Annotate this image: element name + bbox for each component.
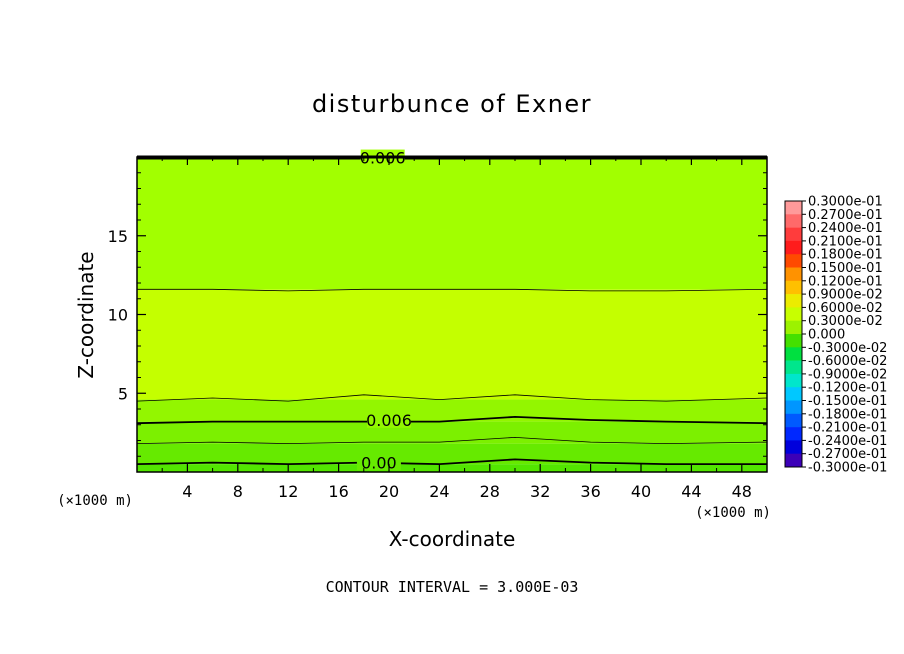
filled-band-0 — [137, 464, 767, 472]
contour-interval-note: CONTOUR INTERVAL = 3.000E-03 — [326, 578, 579, 596]
colorbar-swatch-13 — [785, 373, 802, 388]
colorbar-swatch-10 — [785, 334, 802, 348]
filled-band-4 — [137, 289, 767, 400]
colorbar-swatch-11 — [785, 347, 802, 361]
colorbar-label-12: -0.6000e-02 — [808, 354, 887, 369]
colorbar-swatch-3 — [785, 240, 802, 255]
plot-area: 0.0060.0060.0048121620242832364044485101… — [108, 149, 768, 501]
colorbar-swatch-14 — [785, 387, 802, 401]
x-units-label: (×1000 m) — [695, 505, 771, 521]
colorbar-swatch-15 — [785, 400, 802, 415]
contour-label-2: 0.00 — [361, 453, 397, 472]
colorbar-label-9: 0.3000e-02 — [808, 314, 883, 329]
colorbar-swatch-5 — [785, 267, 802, 282]
x-tick-label-4: 20 — [379, 482, 399, 501]
colorbar-label-3: 0.2100e-01 — [808, 234, 883, 249]
colorbar-label-8: 0.6000e-02 — [808, 301, 883, 316]
colorbar-swatch-12 — [785, 360, 802, 375]
contour-line-3 — [136, 394, 768, 402]
filled-band-2 — [137, 421, 767, 444]
colorbar-label-5: 0.1500e-01 — [808, 261, 883, 276]
contour-label-bg-1 — [367, 411, 411, 428]
x-tick-label-10: 44 — [681, 482, 701, 501]
y-units-label: (×1000 m) — [57, 493, 133, 509]
colorbar-label-7: 0.9000e-02 — [808, 288, 883, 303]
colorbar-label-6: 0.1200e-01 — [808, 274, 883, 289]
colorbar-swatch-6 — [785, 280, 802, 295]
x-tick-label-5: 24 — [429, 482, 449, 501]
x-tick-label-11: 48 — [732, 482, 752, 501]
contour-line-4 — [137, 288, 768, 292]
filled-band-5 — [137, 157, 767, 290]
colorbar-swatch-1 — [785, 214, 802, 228]
colorbar: 0.3000e-010.2700e-010.2400e-010.2100e-01… — [784, 195, 887, 476]
x-tick-label-6: 28 — [480, 482, 500, 501]
y-tick-label-0: 5 — [118, 384, 128, 403]
colorbar-label-2: 0.2400e-01 — [808, 221, 883, 236]
x-tick-label-3: 16 — [328, 482, 348, 501]
colorbar-label-20: -0.3000e-01 — [808, 461, 887, 476]
x-tick-label-0: 4 — [182, 482, 192, 501]
colorbar-label-16: -0.1800e-01 — [808, 407, 887, 422]
colorbar-label-14: -0.1200e-01 — [808, 381, 887, 396]
y-tick-label-2: 15 — [108, 227, 128, 246]
colorbar-label-18: -0.2400e-01 — [808, 434, 887, 449]
filled-band-3 — [137, 399, 767, 422]
colorbar-swatch-17 — [785, 427, 802, 441]
contour-label-1: 0.006 — [366, 411, 412, 430]
x-axis-label: X-coordinate — [389, 527, 516, 551]
colorbar-swatch-4 — [785, 254, 802, 268]
colorbar-label-0: 0.3000e-01 — [808, 195, 883, 210]
colorbar-label-10: 0.000 — [808, 328, 845, 343]
colorbar-label-15: -0.1500e-01 — [808, 394, 887, 409]
colorbar-label-11: -0.3000e-02 — [808, 341, 887, 356]
x-tick-label-1: 8 — [233, 482, 243, 501]
colorbar-swatch-7 — [785, 294, 802, 308]
colorbar-label-4: 0.1800e-01 — [808, 248, 883, 263]
x-tick-label-8: 36 — [580, 482, 600, 501]
contour-line-1 — [136, 436, 768, 445]
colorbar-label-17: -0.2100e-01 — [808, 421, 887, 436]
colorbar-label-13: -0.9000e-02 — [808, 367, 887, 382]
x-tick-label-2: 12 — [278, 482, 298, 501]
colorbar-label-1: 0.2700e-01 — [808, 208, 883, 223]
colorbar-label-19: -0.2700e-01 — [808, 447, 887, 462]
colorbar-swatch-19 — [785, 453, 802, 468]
y-axis-label: Z-coordinate — [74, 251, 98, 378]
x-tick-label-9: 40 — [631, 482, 651, 501]
y-tick-label-1: 10 — [108, 306, 128, 325]
colorbar-swatch-9 — [785, 320, 802, 335]
x-tick-label-7: 32 — [530, 482, 550, 501]
colorbar-swatch-8 — [785, 307, 802, 321]
contour-line-2 — [136, 415, 768, 425]
colorbar-swatch-18 — [785, 440, 802, 454]
filled-band-1 — [137, 443, 767, 465]
colorbar-swatch-2 — [785, 227, 802, 242]
chart-title: disturbunce of Exner — [312, 90, 592, 118]
contour-label-bg-2 — [356, 454, 401, 471]
colorbar-swatch-16 — [785, 413, 802, 428]
colorbar-swatch-0 — [785, 201, 802, 215]
